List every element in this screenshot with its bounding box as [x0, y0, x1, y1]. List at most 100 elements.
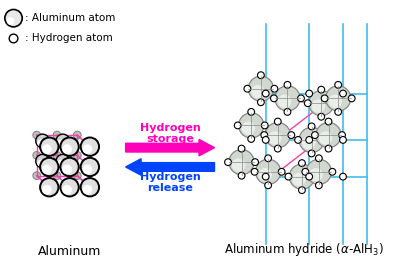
Circle shape — [316, 123, 341, 148]
Circle shape — [319, 131, 332, 145]
Circle shape — [275, 86, 300, 111]
Circle shape — [321, 95, 328, 102]
Circle shape — [312, 99, 325, 113]
Circle shape — [261, 122, 268, 129]
Circle shape — [274, 145, 281, 152]
Circle shape — [278, 95, 291, 108]
Circle shape — [42, 185, 52, 194]
Circle shape — [262, 136, 269, 143]
Circle shape — [74, 131, 81, 139]
Text: : Hydrogen atom: : Hydrogen atom — [25, 34, 113, 43]
Polygon shape — [254, 158, 282, 185]
Circle shape — [238, 172, 245, 179]
Circle shape — [53, 131, 61, 139]
Circle shape — [318, 113, 325, 120]
Circle shape — [312, 132, 318, 139]
Circle shape — [5, 9, 22, 27]
Circle shape — [7, 17, 14, 25]
Circle shape — [302, 136, 316, 150]
Text: Aluminum: Aluminum — [38, 245, 101, 258]
Circle shape — [316, 155, 322, 162]
Circle shape — [340, 136, 346, 143]
Text: Hydrogen
release: Hydrogen release — [140, 172, 200, 192]
Circle shape — [306, 90, 312, 97]
Circle shape — [258, 72, 264, 79]
Circle shape — [251, 168, 258, 175]
Circle shape — [229, 150, 254, 175]
Circle shape — [309, 91, 334, 116]
Circle shape — [83, 164, 92, 174]
Circle shape — [284, 109, 291, 115]
Polygon shape — [238, 112, 265, 139]
Circle shape — [271, 85, 278, 92]
Circle shape — [74, 152, 81, 159]
Circle shape — [36, 134, 49, 148]
Circle shape — [40, 178, 58, 196]
Circle shape — [298, 187, 305, 194]
Circle shape — [248, 109, 254, 115]
Circle shape — [306, 159, 332, 184]
Polygon shape — [298, 126, 325, 153]
Circle shape — [328, 95, 342, 108]
Circle shape — [42, 164, 52, 174]
Circle shape — [40, 158, 58, 176]
Circle shape — [278, 168, 285, 175]
Circle shape — [265, 123, 290, 148]
Circle shape — [309, 168, 323, 182]
Circle shape — [62, 185, 72, 194]
Polygon shape — [274, 85, 301, 112]
Circle shape — [56, 154, 70, 168]
Circle shape — [37, 160, 44, 166]
Circle shape — [258, 168, 272, 182]
Circle shape — [298, 160, 305, 166]
Circle shape — [339, 132, 346, 139]
Circle shape — [302, 168, 309, 175]
Circle shape — [306, 173, 312, 180]
Circle shape — [81, 178, 99, 196]
Circle shape — [299, 127, 324, 152]
Circle shape — [270, 95, 277, 102]
Circle shape — [248, 76, 274, 101]
Circle shape — [285, 173, 292, 180]
Circle shape — [262, 173, 269, 180]
Circle shape — [83, 144, 92, 154]
Circle shape — [308, 123, 315, 130]
Polygon shape — [325, 85, 352, 112]
Circle shape — [81, 158, 99, 176]
Polygon shape — [308, 90, 335, 117]
Polygon shape — [288, 163, 316, 190]
Circle shape — [312, 173, 319, 180]
Circle shape — [9, 34, 18, 43]
Circle shape — [274, 118, 281, 125]
Circle shape — [335, 81, 342, 88]
Circle shape — [295, 136, 302, 143]
Circle shape — [238, 145, 245, 152]
Circle shape — [292, 173, 306, 186]
Circle shape — [348, 95, 355, 102]
Polygon shape — [305, 158, 332, 185]
Circle shape — [308, 150, 315, 157]
Circle shape — [60, 138, 79, 156]
Text: Aluminum hydride ($\alpha$-AlH$_3$): Aluminum hydride ($\alpha$-AlH$_3$) — [224, 241, 384, 258]
Circle shape — [37, 139, 44, 146]
Circle shape — [298, 95, 304, 102]
Text: Hydrogen
storage: Hydrogen storage — [140, 123, 200, 144]
Polygon shape — [228, 148, 255, 176]
Circle shape — [316, 182, 322, 189]
Circle shape — [58, 160, 64, 166]
Circle shape — [326, 86, 351, 111]
Circle shape — [60, 178, 79, 196]
Polygon shape — [247, 75, 274, 102]
Circle shape — [252, 159, 258, 166]
Circle shape — [62, 144, 72, 154]
Circle shape — [56, 134, 70, 148]
Circle shape — [284, 81, 291, 88]
Circle shape — [256, 159, 281, 184]
Circle shape — [83, 185, 92, 194]
Polygon shape — [315, 122, 342, 148]
Circle shape — [335, 109, 342, 115]
Circle shape — [251, 85, 265, 98]
Circle shape — [325, 118, 332, 125]
Circle shape — [58, 139, 64, 146]
Circle shape — [265, 182, 272, 189]
